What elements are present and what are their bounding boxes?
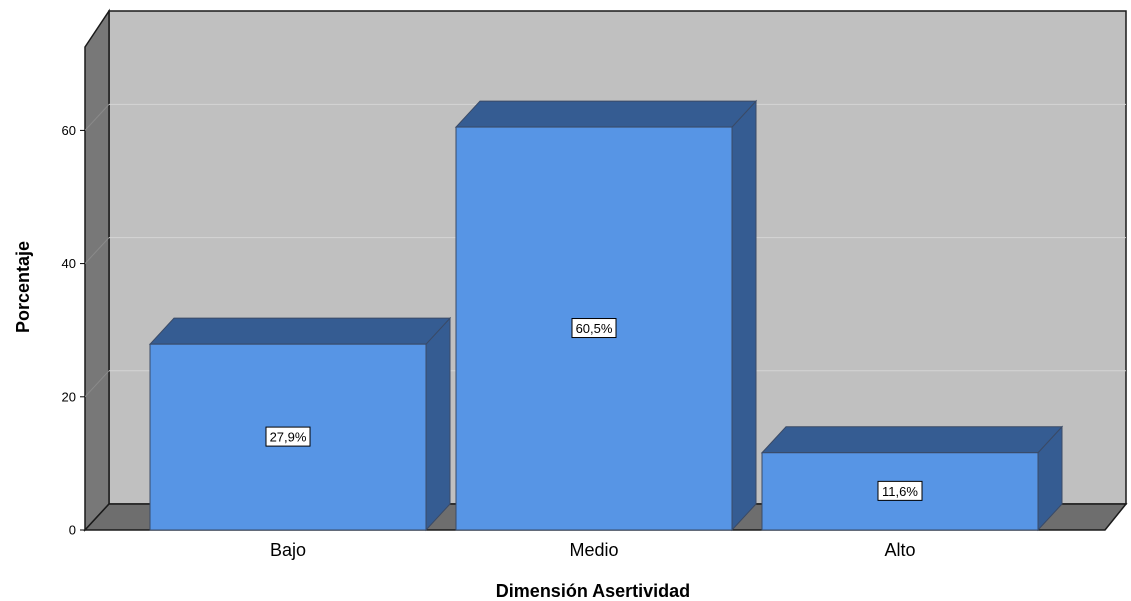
y-tick-label: 60 [62, 123, 76, 138]
gridline-side [84, 104, 110, 131]
data-label-box [571, 318, 617, 339]
bars: 27,9% 60,5% 11,6% [148, 99, 1064, 532]
gridline-side [84, 237, 110, 264]
bar: 11,6% [760, 425, 1064, 532]
bar: 60,5% [454, 99, 758, 532]
data-label-box [877, 480, 923, 501]
x-tick-label: Bajo [270, 540, 306, 560]
bar-top [148, 317, 452, 345]
data-label-box [265, 426, 311, 447]
data-label: 27,9% [270, 430, 307, 445]
x-tick-label: Alto [884, 540, 915, 560]
x-axis-title: Dimensión Asertividad [496, 581, 690, 601]
bar-side [425, 316, 451, 532]
side-wall [84, 8, 110, 532]
bar-top [760, 426, 1064, 454]
data-label: 11,6% [882, 484, 918, 499]
y-axis-title: Porcentaje [13, 241, 33, 333]
y-tick-label: 0 [69, 523, 76, 538]
data-label: 60,5% [576, 321, 613, 336]
bar-top [454, 100, 758, 128]
bar-side [731, 99, 757, 532]
y-tick-label: 40 [62, 256, 76, 271]
x-axis-ticks: Bajo Medio Alto [270, 540, 916, 560]
gridline-side [84, 370, 110, 398]
x-tick-label: Medio [569, 540, 618, 560]
bar: 27,9% [148, 316, 452, 532]
y-axis-ticks: 0 20 40 60 [62, 123, 85, 538]
y-tick-label: 20 [62, 389, 76, 404]
